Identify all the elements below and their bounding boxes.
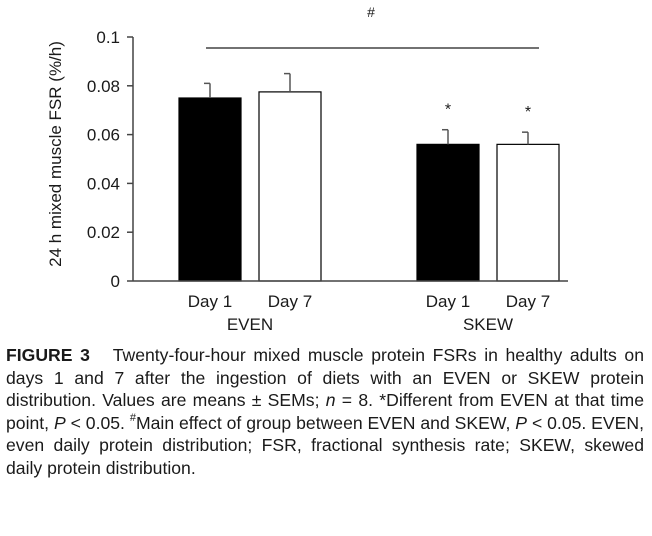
significance-marker: *: [525, 104, 531, 121]
caption-hash: #: [129, 411, 136, 424]
caption-text: Main effect of group between EVEN and SK…: [135, 412, 516, 433]
caption-n-symbol: n: [325, 390, 336, 411]
caption-p-symbol: P: [515, 412, 528, 433]
caption-text: = 8. *Different from EVEN at that time p…: [6, 390, 644, 433]
x-tick-label: Day 7: [506, 292, 550, 311]
caption-text: Twenty-four-hour mixed muscle protein FS…: [6, 345, 644, 411]
x-tick-label: Day 7: [268, 292, 312, 311]
bar: [178, 97, 242, 282]
y-tick-label: 0.1: [96, 28, 120, 47]
caption-p-symbol: P: [53, 412, 66, 433]
bar: [416, 143, 480, 282]
group-label: EVEN: [227, 315, 273, 334]
x-tick-label: Day 1: [426, 292, 470, 311]
group-label: SKEW: [463, 315, 513, 334]
x-tick-label: Day 1: [188, 292, 232, 311]
figure-label: FIGURE 3: [6, 345, 90, 365]
significance-marker: *: [445, 102, 451, 119]
y-axis-label: 24 h mixed muscle FSR (%/h): [46, 41, 65, 267]
bar: [258, 91, 322, 282]
y-tick-label: 0.06: [87, 126, 120, 145]
figure-caption: FIGURE 3 Twenty-four-hour mixed muscle p…: [6, 344, 644, 480]
y-tick-label: 0: [111, 272, 120, 291]
y-tick-label: 0.02: [87, 223, 120, 242]
x-tick-labels: Day 1 Day 7 EVEN Day 1 Day 7 SKEW: [188, 292, 550, 334]
bars: * *: [178, 72, 560, 282]
bar: [496, 143, 560, 282]
bracket-symbol: #: [367, 4, 375, 20]
caption-text: < 0.05. EVEN, even daily protein distrib…: [6, 412, 644, 478]
bar-chart: # 00.020.040.060.080.1 * * Day 1 Day 7EVEN…: [46, 4, 568, 334]
caption-text: < 0.05.: [65, 412, 130, 433]
y-tick-label: 0.08: [87, 77, 120, 96]
y-tick-label: 0.04: [87, 174, 120, 193]
y-axis: 0 0.02 0.04 0.06 0.08 0.1: [87, 28, 134, 291]
